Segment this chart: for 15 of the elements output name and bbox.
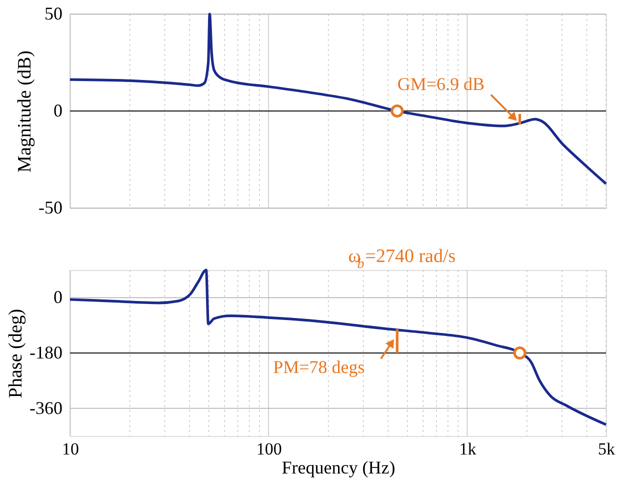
x-tick-label: 1k xyxy=(459,440,477,458)
y-axis-title: Magnitude (dB) xyxy=(14,50,36,172)
annotation: GM=6.9 dB xyxy=(397,74,485,94)
y-tick-label: 0 xyxy=(54,287,62,308)
y-tick-label: -360 xyxy=(30,398,62,418)
y-tick-label: -50 xyxy=(38,198,62,218)
y-tick-label: -180 xyxy=(30,342,62,362)
y-axis-title: Phase (deg) xyxy=(6,308,27,398)
x-tick-label: 10 xyxy=(62,440,79,458)
x-tick-label: 100 xyxy=(256,440,282,458)
x-tick-label: 5k xyxy=(598,440,616,458)
annotation: PM=78 degs xyxy=(273,356,365,377)
y-tick-label: 50 xyxy=(44,4,62,24)
y-tick-label: 0 xyxy=(54,100,62,120)
x-axis-title: Frequency (Hz) xyxy=(282,458,396,478)
